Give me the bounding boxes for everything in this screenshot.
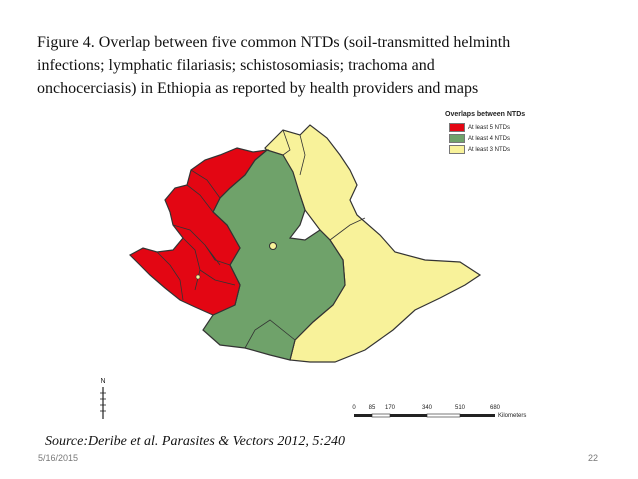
- caption-line-1: Figure 4. Overlap between five common NT…: [37, 34, 511, 51]
- legend-item-3-ntds: At least 3 NTDs: [445, 144, 545, 155]
- slide-number: 22: [588, 453, 599, 463]
- legend-item-5-ntds: At least 5 NTDs: [445, 122, 545, 133]
- zone-lines: [244, 129, 366, 349]
- caption-line-3: onchocerciasis) in Ethiopia as reported …: [37, 80, 479, 97]
- scale-units: Kilometers: [498, 413, 527, 419]
- legend-title: Overlaps between NTDs: [445, 111, 526, 118]
- small-enclave-marker: [195, 274, 201, 280]
- legend-item-4-ntds: At least 4 NTDs: [445, 133, 545, 144]
- north-arrow-letter: N: [100, 378, 106, 385]
- scale-tick: 170: [384, 405, 396, 411]
- slide-date: 5/16/2015: [38, 453, 79, 463]
- map-svg: [129, 124, 482, 363]
- red-region: [129, 147, 270, 316]
- legend-swatch-red: [449, 123, 465, 132]
- district-lines: [156, 169, 236, 301]
- legend-swatch-yellow: [449, 145, 465, 154]
- scale-bar-graphic: [354, 413, 495, 418]
- north-arrow-icon: [100, 387, 106, 419]
- legend-label: At least 5 NTDs: [468, 124, 511, 131]
- caption-line-2: infections; lymphatic filariasis; schist…: [37, 57, 435, 74]
- source-citation: Source:Deribe et al. Parasites & Vectors…: [45, 434, 346, 449]
- legend-label: At least 3 NTDs: [468, 146, 511, 153]
- map-legend: Overlaps between NTDs At least 5 NTDs At…: [445, 111, 545, 166]
- legend-label: At least 4 NTDs: [468, 135, 511, 142]
- scale-tick: 680: [489, 405, 501, 411]
- scale-tick: 85: [368, 405, 376, 411]
- figure-caption: Figure 4. Overlap between five common NT…: [37, 31, 597, 100]
- legend-swatch-green: [449, 134, 465, 143]
- scale-bar: 0 85 170 340 510 680 Kilometers: [350, 405, 550, 430]
- north-arrow: N: [98, 378, 108, 424]
- scale-tick: 340: [421, 405, 433, 411]
- ethiopia-map: [95, 100, 540, 430]
- scale-tick: 0: [352, 405, 356, 411]
- scale-tick: 510: [454, 405, 466, 411]
- addis-ababa-marker: [269, 242, 277, 250]
